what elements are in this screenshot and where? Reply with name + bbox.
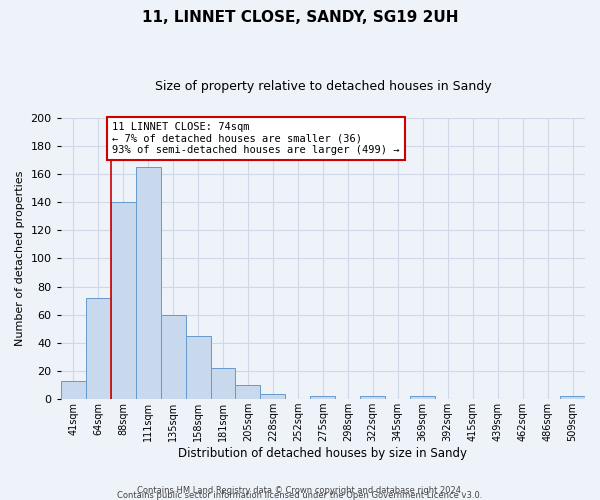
Text: 11, LINNET CLOSE, SANDY, SG19 2UH: 11, LINNET CLOSE, SANDY, SG19 2UH xyxy=(142,10,458,25)
Bar xyxy=(136,167,161,399)
Title: Size of property relative to detached houses in Sandy: Size of property relative to detached ho… xyxy=(155,80,491,93)
Bar xyxy=(185,336,211,399)
Bar xyxy=(61,381,86,399)
Bar xyxy=(211,368,235,399)
Y-axis label: Number of detached properties: Number of detached properties xyxy=(15,171,25,346)
Text: Contains public sector information licensed under the Open Government Licence v3: Contains public sector information licen… xyxy=(118,491,482,500)
Bar xyxy=(560,396,585,399)
Text: 11 LINNET CLOSE: 74sqm
← 7% of detached houses are smaller (36)
93% of semi-deta: 11 LINNET CLOSE: 74sqm ← 7% of detached … xyxy=(112,122,400,155)
Bar xyxy=(161,315,185,399)
Text: Contains HM Land Registry data © Crown copyright and database right 2024.: Contains HM Land Registry data © Crown c… xyxy=(137,486,463,495)
Bar xyxy=(110,202,136,399)
X-axis label: Distribution of detached houses by size in Sandy: Distribution of detached houses by size … xyxy=(178,447,467,460)
Bar xyxy=(86,298,110,399)
Bar xyxy=(361,396,385,399)
Bar xyxy=(260,394,286,399)
Bar xyxy=(235,385,260,399)
Bar xyxy=(410,396,435,399)
Bar xyxy=(310,396,335,399)
